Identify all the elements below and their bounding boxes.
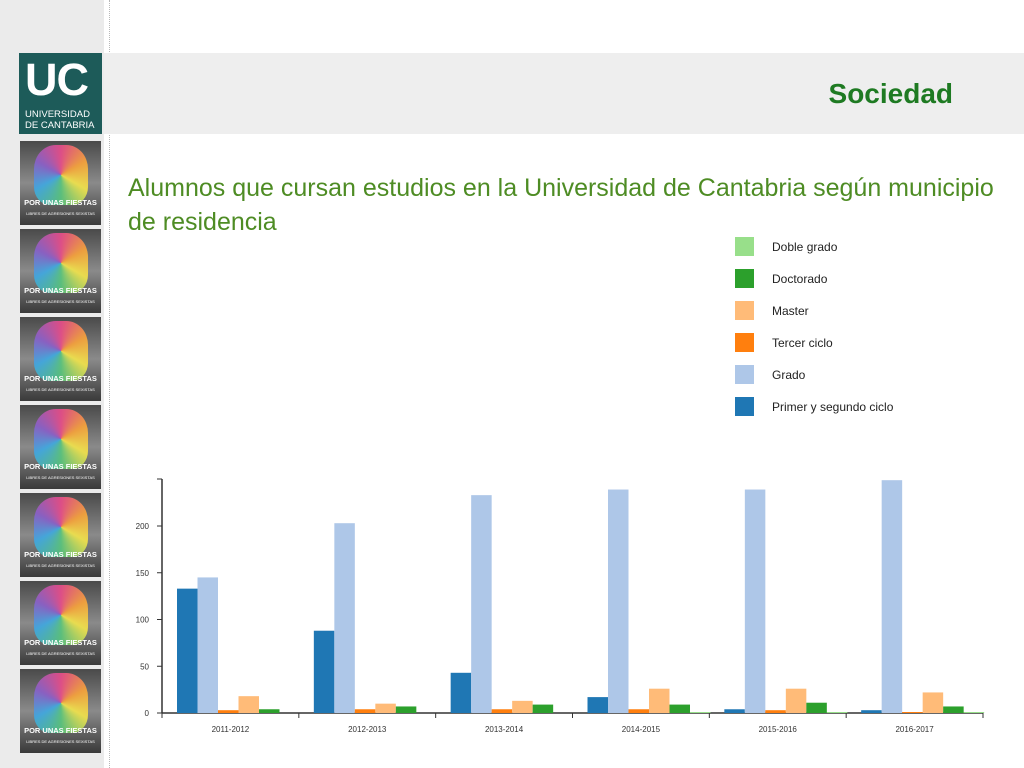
legend-label: Grado xyxy=(772,368,806,382)
hand-graphic xyxy=(34,145,88,205)
y-tick-label: 50 xyxy=(140,662,149,671)
hand-graphic xyxy=(34,233,88,293)
bar xyxy=(450,672,472,713)
bar xyxy=(491,709,513,713)
legend-swatch xyxy=(735,269,754,288)
bar xyxy=(395,706,417,713)
legend-label: Master xyxy=(772,304,809,318)
chart-legend: Doble grado Doctorado Master Tercer ciclo Gr… xyxy=(735,237,894,416)
bar xyxy=(785,688,807,713)
bar xyxy=(334,523,355,713)
campaign-poster: POR UNAS FIESTAS LIBRES DE AGRESIONES SEX… xyxy=(20,669,101,753)
chart-axes: 0 50 100 150 200 2011-2012 2012-2013 2013-2014 2… xyxy=(136,478,984,734)
campaign-poster: POR UNAS FIESTAS LIBRES DE AGRESIONES SEX… xyxy=(20,405,101,489)
bar xyxy=(881,480,903,713)
bar xyxy=(197,577,218,713)
hand-graphic xyxy=(34,585,88,645)
bar xyxy=(649,688,670,713)
chart-bars xyxy=(177,480,985,713)
x-tick-label: 2014-2015 xyxy=(622,725,661,734)
bar xyxy=(826,712,848,713)
poster-subtext: LIBRES DE AGRESIONES SEXISTAS xyxy=(26,299,95,304)
bar xyxy=(238,696,259,713)
campaign-poster: POR UNAS FIESTAS LIBRES DE AGRESIONES SEX… xyxy=(20,493,101,577)
poster-text: POR UNAS FIESTAS xyxy=(24,638,97,647)
y-tick-label: 100 xyxy=(136,616,150,625)
bar xyxy=(628,709,649,713)
poster-subtext: LIBRES DE AGRESIONES SEXISTAS xyxy=(26,563,95,568)
x-tick-label: 2012-2013 xyxy=(348,725,387,734)
university-logo: UC UNIVERSIDAD DE CANTABRIA xyxy=(19,53,102,134)
bar xyxy=(744,489,766,713)
hand-graphic xyxy=(34,497,88,557)
bar xyxy=(902,712,923,713)
legend-swatch xyxy=(735,301,754,320)
poster-subtext: LIBRES DE AGRESIONES SEXISTAS xyxy=(26,475,95,480)
y-tick-label: 200 xyxy=(136,522,150,531)
bar xyxy=(806,702,827,713)
bar xyxy=(218,710,239,713)
legend-swatch xyxy=(735,397,754,416)
bar xyxy=(690,712,711,713)
bar xyxy=(669,704,690,713)
bar xyxy=(587,697,608,713)
campaign-poster: POR UNAS FIESTAS LIBRES DE AGRESIONES SEX… xyxy=(20,229,101,313)
bar xyxy=(861,710,882,713)
poster-text: POR UNAS FIESTAS xyxy=(24,726,97,735)
slide-title: Alumnos que cursan estudios en la Univer… xyxy=(128,174,994,236)
x-tick-label: 2013-2014 xyxy=(485,725,524,734)
poster-text: POR UNAS FIESTAS xyxy=(24,198,97,207)
y-tick-label: 0 xyxy=(145,709,150,718)
bar xyxy=(177,588,198,713)
bar xyxy=(532,704,554,713)
legend-swatch xyxy=(735,237,754,256)
poster-text: POR UNAS FIESTAS xyxy=(24,286,97,295)
campaign-poster: POR UNAS FIESTAS LIBRES DE AGRESIONES SEX… xyxy=(20,141,101,225)
hand-graphic xyxy=(34,321,88,381)
legend-swatch xyxy=(735,333,754,352)
bar xyxy=(313,630,335,713)
y-tick-label: 150 xyxy=(136,569,150,578)
x-tick-label: 2016-2017 xyxy=(895,725,934,734)
campaign-poster: POR UNAS FIESTAS LIBRES DE AGRESIONES SEX… xyxy=(20,581,101,665)
poster-text: POR UNAS FIESTAS xyxy=(24,462,97,471)
bar xyxy=(608,489,629,713)
bar xyxy=(512,700,533,713)
section-title: Sociedad xyxy=(828,78,953,109)
poster-subtext: LIBRES DE AGRESIONES SEXISTAS xyxy=(26,211,95,216)
x-tick-label: 2015-2016 xyxy=(759,725,798,734)
bar xyxy=(471,495,492,713)
legend-swatch xyxy=(735,365,754,384)
bar xyxy=(354,709,376,713)
legend-label: Doble grado xyxy=(772,240,838,254)
logo-line-2: DE CANTABRIA xyxy=(25,120,95,131)
poster-text: POR UNAS FIESTAS xyxy=(24,550,97,559)
poster-subtext: LIBRES DE AGRESIONES SEXISTAS xyxy=(26,651,95,656)
bar xyxy=(724,709,745,713)
poster-subtext: LIBRES DE AGRESIONES SEXISTAS xyxy=(26,387,95,392)
bar xyxy=(375,703,396,713)
bar xyxy=(963,712,985,713)
x-tick-label: 2011-2012 xyxy=(212,725,250,734)
logo-line-1: UNIVERSIDAD xyxy=(25,109,90,120)
left-divider xyxy=(109,0,110,768)
header-band xyxy=(104,53,1024,134)
campaign-poster: POR UNAS FIESTAS LIBRES DE AGRESIONES SEX… xyxy=(20,317,101,401)
hand-graphic xyxy=(34,409,88,469)
logo-mark: UC xyxy=(25,54,89,105)
legend-label: Doctorado xyxy=(772,272,828,286)
bar xyxy=(922,692,944,713)
poster-subtext: LIBRES DE AGRESIONES SEXISTAS xyxy=(26,739,95,744)
legend-label: Primer y segundo ciclo xyxy=(772,400,894,414)
legend-label: Tercer ciclo xyxy=(772,336,833,350)
poster-text: POR UNAS FIESTAS xyxy=(24,374,97,383)
bar xyxy=(943,706,964,713)
bar xyxy=(765,710,786,713)
bar xyxy=(259,709,280,713)
hand-graphic xyxy=(34,673,88,733)
